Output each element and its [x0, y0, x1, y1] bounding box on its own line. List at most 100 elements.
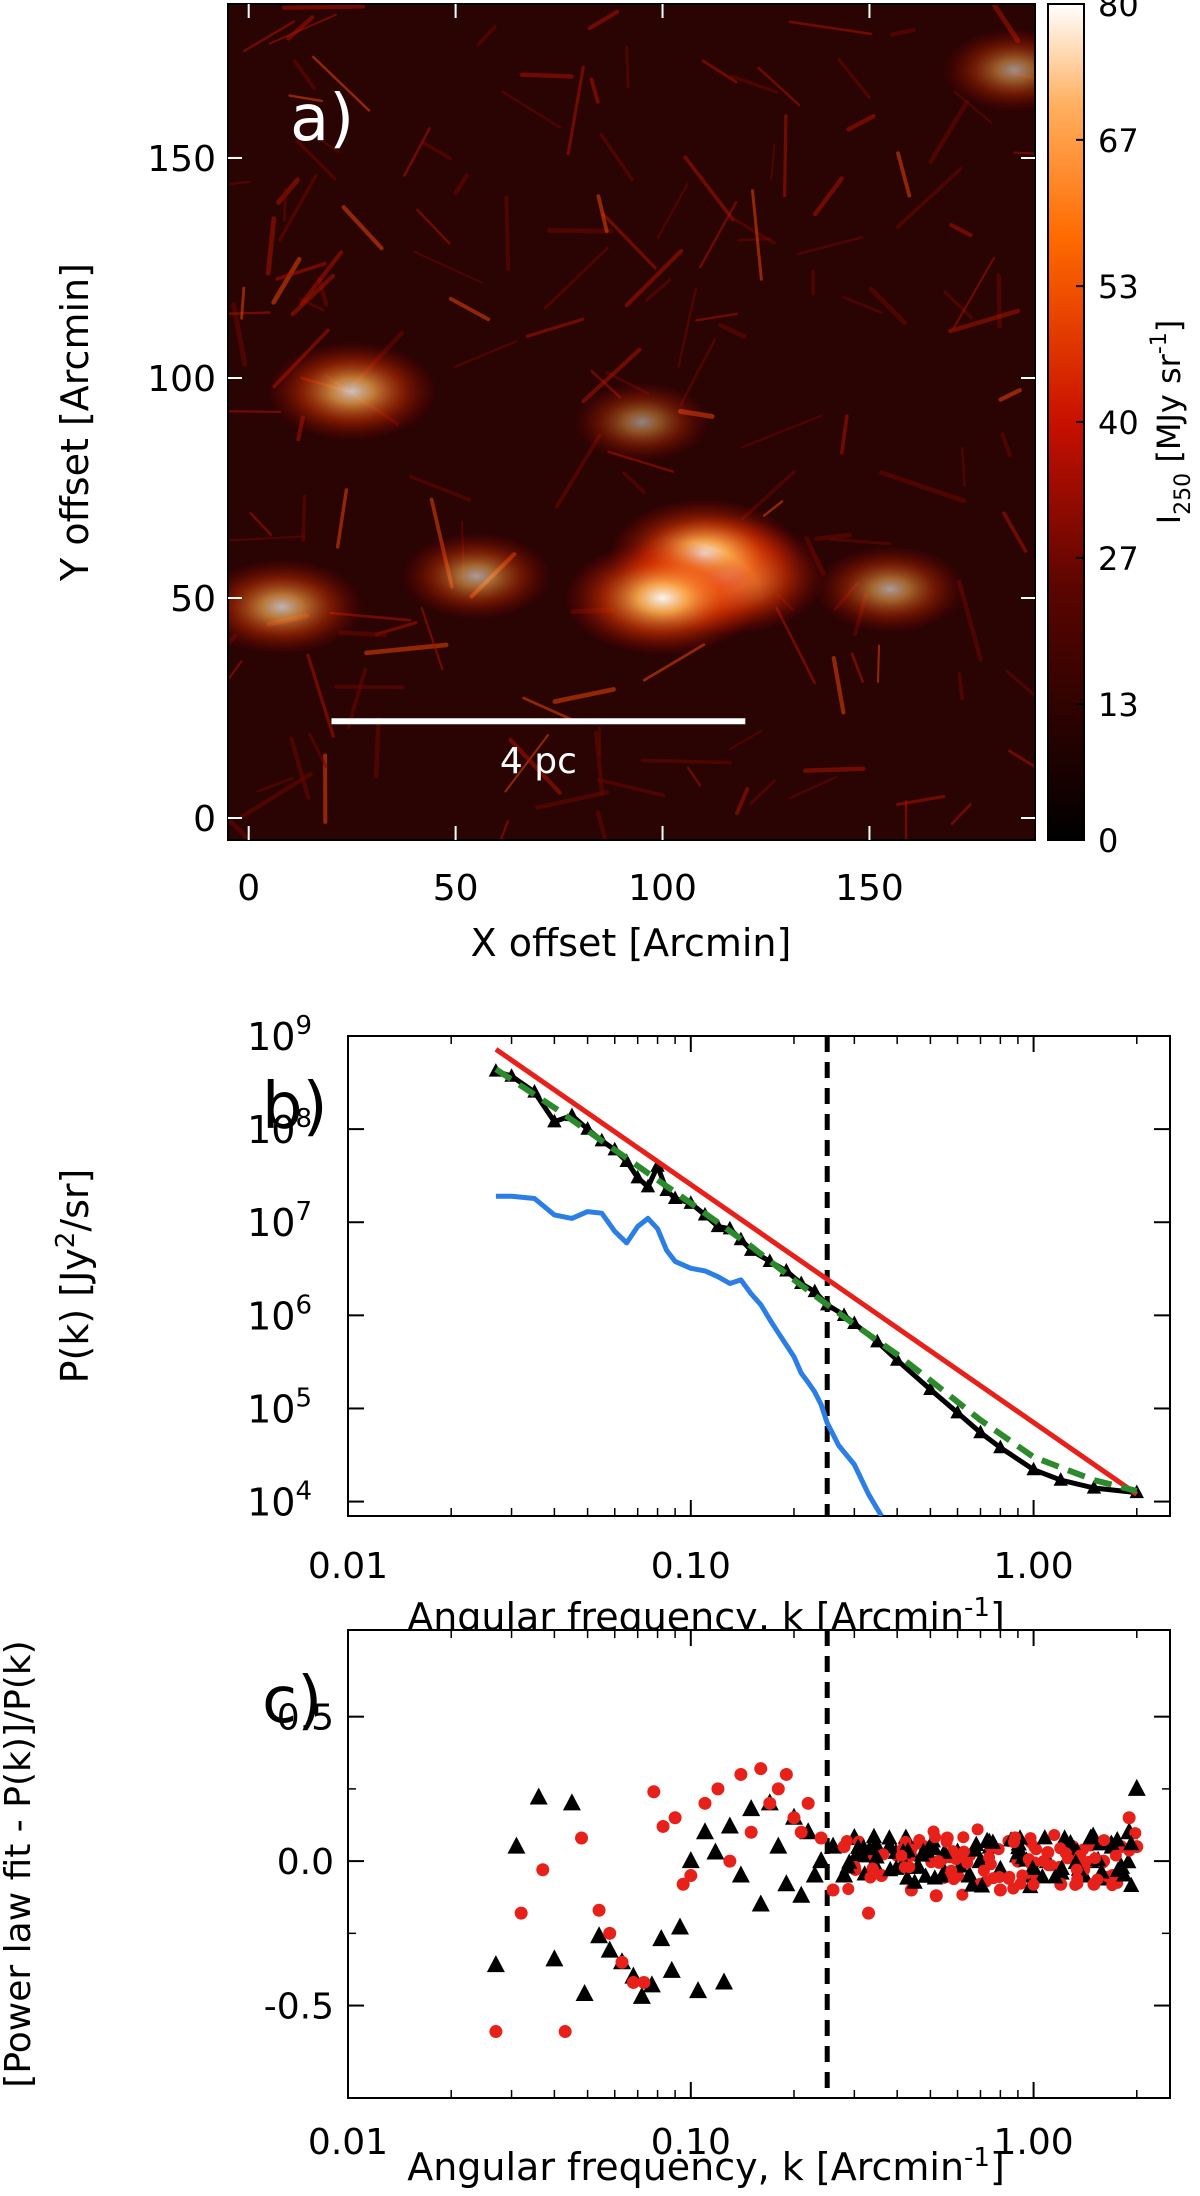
bright-emission [266, 341, 438, 442]
observed-marker [993, 1439, 1008, 1454]
filament [842, 296, 883, 314]
filament [416, 208, 451, 245]
residual-circle [615, 1955, 629, 1969]
residual-circle [558, 2025, 572, 2039]
filament [566, 65, 585, 156]
residual-circle [668, 1811, 682, 1825]
x-tick-label: 0.01 [308, 2122, 388, 2163]
residual-circle [1007, 1836, 1020, 1849]
residual-triangle [706, 1842, 725, 1860]
residual-circle [1054, 1842, 1067, 1855]
filament [625, 45, 630, 89]
residual-circle [698, 1796, 712, 1810]
residual-circle [787, 1811, 801, 1825]
filament [288, 94, 324, 103]
residual-triangle [868, 1848, 885, 1864]
residual-circle [1003, 1870, 1016, 1883]
x-tick-label: 0.01 [308, 1546, 388, 1587]
residual-circle [1129, 1827, 1142, 1840]
residual-circle [754, 1762, 768, 1776]
filament [596, 194, 609, 234]
filament [683, 155, 735, 222]
residual-triangle [695, 1822, 714, 1840]
residual-triangle [1123, 1876, 1140, 1893]
filament [341, 205, 384, 251]
filament [656, 182, 689, 239]
residual-circle [1091, 1873, 1104, 1886]
residual-circle [744, 1825, 758, 1839]
filament [749, 779, 776, 806]
filament [499, 820, 509, 840]
filament [282, 187, 287, 222]
observed-marker [1053, 1472, 1068, 1486]
residual-circle [647, 1785, 661, 1799]
filament [952, 256, 996, 330]
filament [889, 27, 916, 37]
filament [265, 216, 277, 276]
filament [243, 20, 296, 52]
filament [373, 716, 381, 779]
residual-circle [940, 1835, 953, 1848]
filament [622, 471, 646, 495]
filament [313, 135, 340, 154]
filament [335, 488, 349, 549]
filament [299, 250, 344, 306]
y-tick-label: 0.0 [277, 1842, 334, 1883]
filament [961, 446, 966, 487]
y-tick-label: 0.5 [277, 1698, 334, 1739]
residual-circle [867, 1863, 880, 1876]
observed-marker [889, 1352, 905, 1366]
x-tick-label: 100 [628, 868, 697, 909]
filament [420, 606, 444, 671]
filament [268, 13, 337, 45]
residual-triangle [1053, 1859, 1070, 1875]
residual-circle [684, 1869, 698, 1883]
filament [1005, 670, 1035, 698]
residual-triangle [841, 1853, 858, 1869]
plot-b-frame [347, 1035, 1171, 1517]
map-x-axis-label: X offset [Arcmin] [471, 921, 792, 965]
residual-triangle [913, 1846, 931, 1862]
residual-circle [814, 1831, 828, 1845]
residual-triangle [824, 1836, 843, 1854]
residual-circle [826, 1883, 840, 1897]
residual-circle [929, 1831, 942, 1844]
filament [286, 15, 315, 41]
observed-marker [640, 1178, 656, 1193]
filament [928, 99, 970, 164]
residual-circle [929, 1889, 943, 1903]
bright-emission [814, 545, 966, 634]
residual-circle [957, 1831, 970, 1844]
residual-triangle [850, 1838, 867, 1854]
filament [595, 810, 608, 840]
residual-circle [903, 1861, 916, 1874]
filament [895, 167, 963, 229]
filament [306, 653, 335, 738]
filament [949, 223, 973, 238]
series-noise-beam-spectrum [495, 1193, 884, 1516]
filament [896, 151, 912, 198]
residual-circle [514, 1906, 528, 1920]
filament [831, 656, 846, 715]
filament [644, 278, 671, 302]
plot-b-series [488, 1036, 1144, 1516]
observed-marker [807, 1283, 822, 1298]
y-tick-exp: 4 [295, 1477, 312, 1507]
residual-circle [763, 1796, 777, 1810]
filament [782, 114, 788, 198]
filament [701, 59, 738, 84]
residual-circle [1109, 1849, 1122, 1862]
map-x-ticks: 0 50 100 150 [237, 4, 904, 909]
residual-triangle [906, 1873, 923, 1889]
filament [729, 74, 779, 95]
residual-triangle [1024, 1859, 1041, 1875]
y-tick-exp: 6 [295, 1290, 312, 1320]
residual-triangle [1120, 1852, 1137, 1869]
filament [525, 317, 585, 338]
y-tick-base: 10 [247, 1201, 295, 1245]
residual-triangle [933, 1867, 950, 1883]
filament [276, 177, 300, 205]
filament [950, 803, 972, 825]
filament [686, 766, 702, 787]
